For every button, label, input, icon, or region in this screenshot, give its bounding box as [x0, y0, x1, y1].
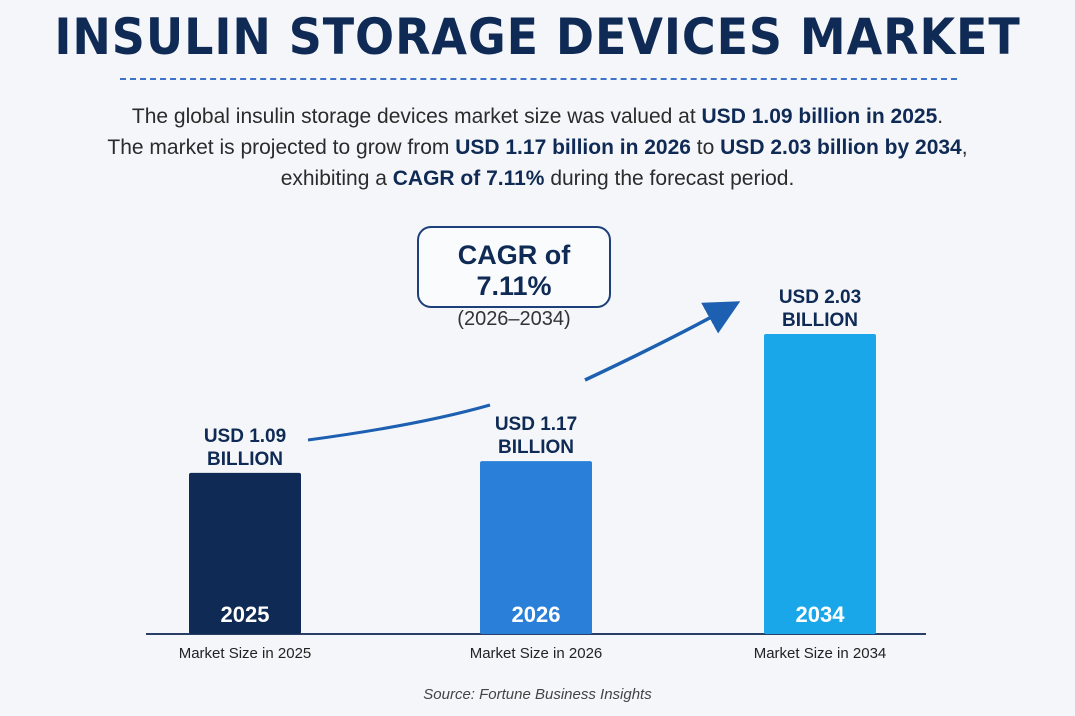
data-label-unit-2026: BILLION	[498, 437, 574, 458]
bar-year-label-2026: 2026	[512, 602, 561, 627]
summary-line-3: exhibiting a CAGR of 7.11% during the fo…	[40, 163, 1035, 194]
summary-highlight: CAGR of 7.11%	[392, 167, 545, 190]
data-label-unit-2025: BILLION	[207, 449, 283, 470]
summary-text: ,	[961, 136, 968, 159]
summary-line-2: The market is projected to grow from USD…	[40, 132, 1035, 163]
bar-2026	[480, 461, 592, 634]
growth-arrow	[307, 403, 491, 442]
source-note: Source: Fortune Business Insights	[423, 686, 652, 703]
summary-highlight: USD 1.09 billion in 2025	[701, 105, 938, 128]
summary-text: The global insulin storage devices marke…	[131, 105, 702, 128]
summary-line-1: The global insulin storage devices marke…	[40, 101, 1035, 132]
bar-year-label-2025: 2025	[221, 602, 270, 627]
x-tick-label-2025: Market Size in 2025	[179, 645, 312, 662]
x-tick-label-2034: Market Size in 2034	[754, 645, 887, 662]
growth-arrow-head	[584, 301, 741, 382]
data-label-unit-2034: BILLION	[782, 310, 858, 331]
bar-2025	[189, 472, 301, 634]
x-tick-label-2026: Market Size in 2026	[470, 645, 603, 662]
cagr-value: CAGR of 7.11%	[457, 240, 571, 301]
summary-text: to	[690, 136, 721, 159]
market-summary: The global insulin storage devices marke…	[40, 101, 1035, 194]
bar-2034	[764, 333, 876, 634]
data-label-2026: USD 1.17	[495, 414, 577, 435]
data-label-2025: USD 1.09	[204, 426, 286, 447]
summary-text: .	[937, 105, 944, 128]
cagr-callout: CAGR of 7.11% (2026–2034)	[417, 226, 611, 330]
data-label-2034: USD 2.03	[779, 287, 861, 308]
summary-text: exhibiting a	[280, 167, 393, 190]
title-divider	[120, 78, 957, 80]
summary-text: The market is projected to grow from	[107, 136, 456, 159]
summary-text: during the forecast period.	[544, 167, 795, 190]
bar-year-label-2034: 2034	[796, 602, 846, 627]
summary-highlight: USD 1.17 billion in 2026	[455, 136, 691, 159]
cagr-period: (2026–2034)	[457, 308, 571, 330]
page-title: INSULIN STORAGE DEVICES MARKET	[54, 8, 1021, 66]
summary-highlight: USD 2.03 billion by 2034	[720, 136, 962, 159]
